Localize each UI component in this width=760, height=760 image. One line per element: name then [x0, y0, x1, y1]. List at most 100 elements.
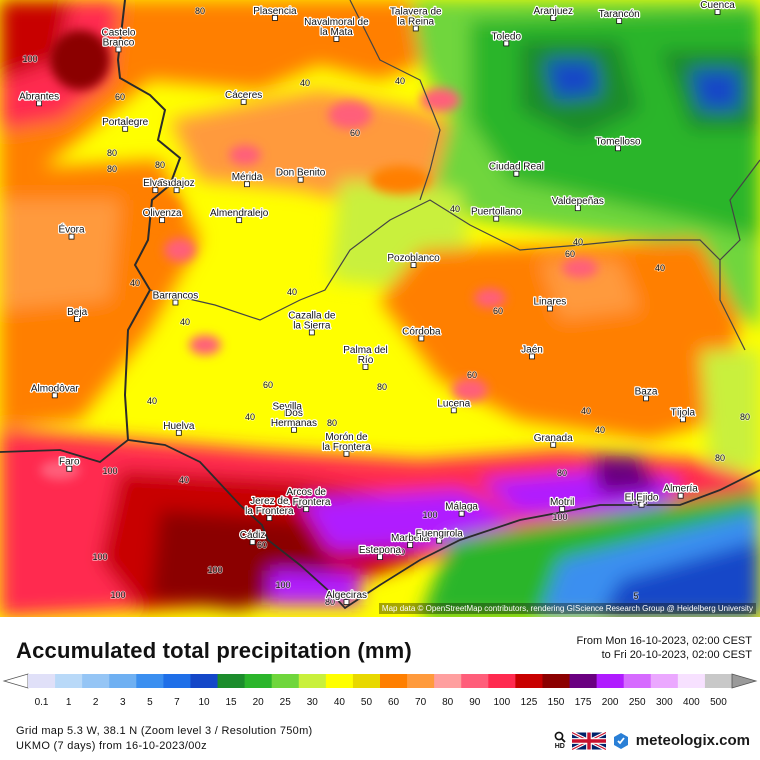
- period-from: From Mon 16-10-2023, 02:00 CEST: [576, 635, 752, 647]
- hd-label: HD: [554, 743, 565, 750]
- city-label: Linares: [533, 297, 566, 308]
- city-marker: [362, 364, 369, 370]
- city-label: Navalmoral de la Mata: [304, 17, 369, 38]
- contour-label: 80: [155, 160, 165, 170]
- city-label: Don Benito: [276, 168, 326, 179]
- branding: HD meteologix.com: [554, 731, 750, 750]
- region-border: [719, 159, 760, 261]
- scale-swatch: [82, 674, 110, 688]
- brand-name[interactable]: meteologix.com: [635, 732, 750, 749]
- contour-label: 40: [395, 76, 405, 86]
- scale-label: 10: [198, 697, 210, 708]
- city-marker: [68, 233, 75, 240]
- country-border: [116, 0, 182, 441]
- city-label: Plasencia: [253, 6, 297, 17]
- contour-label: 40: [300, 78, 310, 88]
- contour-label: 40: [573, 237, 583, 247]
- contour-label-layer: 80 100 40 60 40 80 60 80 80 40 40 60 40 40 40 40 60 60 60 8…: [22, 5, 751, 608]
- contour-label: 80: [327, 418, 337, 428]
- contour-label: 40: [179, 475, 189, 485]
- city-label: Huelva: [163, 421, 195, 432]
- scale-label: 100: [493, 697, 511, 708]
- city-label: Évora: [58, 223, 85, 236]
- map-canvas[interactable]: 80 100 40 60 40 80 60 80 80 40 40 60 40 40 40 40 60 60 60 8…: [0, 0, 760, 617]
- city-marker: [74, 316, 81, 322]
- contour-label: 40: [180, 317, 190, 327]
- scale-swatch: [704, 674, 733, 688]
- city-marker: [66, 465, 73, 472]
- precipitation-map[interactable]: 80 100 40 60 40 80 60 80 80 40 40 60 40 40 40 40 60 60 60 8…: [0, 0, 760, 617]
- city-label: Faro: [59, 457, 80, 468]
- scale-swatch: [190, 674, 219, 688]
- map-attribution[interactable]: Map data © OpenStreetMap contributors, r…: [378, 603, 756, 614]
- region-border: [149, 199, 746, 351]
- city-label: Barrancos: [153, 291, 199, 302]
- city-marker: [159, 217, 165, 224]
- city-label: Palma del Río: [343, 345, 387, 366]
- city-marker: [615, 145, 621, 152]
- scale-label: 150: [547, 697, 565, 708]
- city-label: Dos Hermanas: [271, 408, 317, 429]
- city-marker: [616, 18, 623, 24]
- city-label: Valdepeñas: [552, 196, 604, 207]
- city-marker: [550, 15, 557, 21]
- city-layer: Plasencia Navalmoral de la Mata Talavera de…: [18, 0, 736, 605]
- contour-label: 100: [275, 580, 290, 590]
- city-marker: [638, 501, 645, 508]
- city-label: Lucena: [437, 398, 470, 409]
- city-marker: [410, 262, 417, 268]
- coastline: [0, 439, 760, 610]
- contour-label: 5: [633, 591, 638, 601]
- scale-label: 50: [360, 697, 373, 708]
- scale-label: 20: [252, 697, 264, 708]
- contour-label: 60: [565, 249, 575, 259]
- city-label: Ciudad Real: [489, 162, 544, 173]
- scale-label: 25: [279, 697, 291, 708]
- city-marker: [343, 450, 350, 457]
- city-marker: [529, 353, 535, 360]
- contour-label: 80: [715, 453, 725, 463]
- contour-label: 60: [493, 306, 503, 316]
- city-marker: [36, 100, 43, 107]
- scale-swatch: [407, 674, 435, 688]
- scale-label: 250: [628, 697, 646, 708]
- scale-label: 40: [333, 697, 345, 708]
- contour-label: 80: [377, 382, 387, 392]
- contour-label: 40: [130, 278, 140, 288]
- city-label: Almería: [663, 484, 698, 495]
- city-marker: [284, 410, 291, 417]
- city-marker: [240, 98, 247, 105]
- period-to: to Fri 20-10-2023, 02:00 CEST: [601, 649, 752, 661]
- scale-swatch: [271, 674, 300, 688]
- contour-label: 80: [740, 412, 750, 422]
- contour-label: 100: [92, 552, 107, 562]
- city-label: Castelo Branco: [102, 27, 136, 48]
- city-label: Tíjola: [671, 407, 696, 418]
- scale-label: 3: [119, 697, 126, 708]
- scale-label: 5: [147, 697, 153, 708]
- grid-info: Grid map 5.3 W, 38.1 N (Zoom level 3 / R…: [16, 725, 313, 737]
- contour-label: 80: [107, 148, 117, 158]
- city-marker: [333, 36, 340, 42]
- zoom-hd-button[interactable]: HD: [554, 731, 566, 750]
- city-marker: [714, 9, 721, 15]
- city-marker: [503, 40, 510, 47]
- contour-label: 60: [350, 128, 360, 138]
- city-marker: [418, 335, 425, 342]
- city-label: Cuenca: [700, 0, 735, 11]
- city-label: Olivenza: [143, 208, 182, 219]
- city-marker: [122, 125, 129, 132]
- city-label: Granada: [534, 433, 573, 444]
- contour-label: 40: [595, 425, 605, 435]
- scale-swatch: [596, 674, 625, 688]
- contour-label: 60: [345, 444, 355, 454]
- map-info: Grid map 5.3 W, 38.1 N (Zoom level 3 / R…: [16, 724, 313, 754]
- city-marker: [450, 407, 457, 414]
- city-label: Morón de la Frontera: [322, 432, 371, 453]
- city-marker: [173, 187, 180, 194]
- uk-flag-icon[interactable]: [571, 731, 606, 750]
- city-marker: [679, 416, 686, 423]
- city-label: Jerez de la Frontera: [245, 496, 294, 517]
- city-marker: [559, 506, 566, 513]
- scale-swatch: [352, 674, 381, 688]
